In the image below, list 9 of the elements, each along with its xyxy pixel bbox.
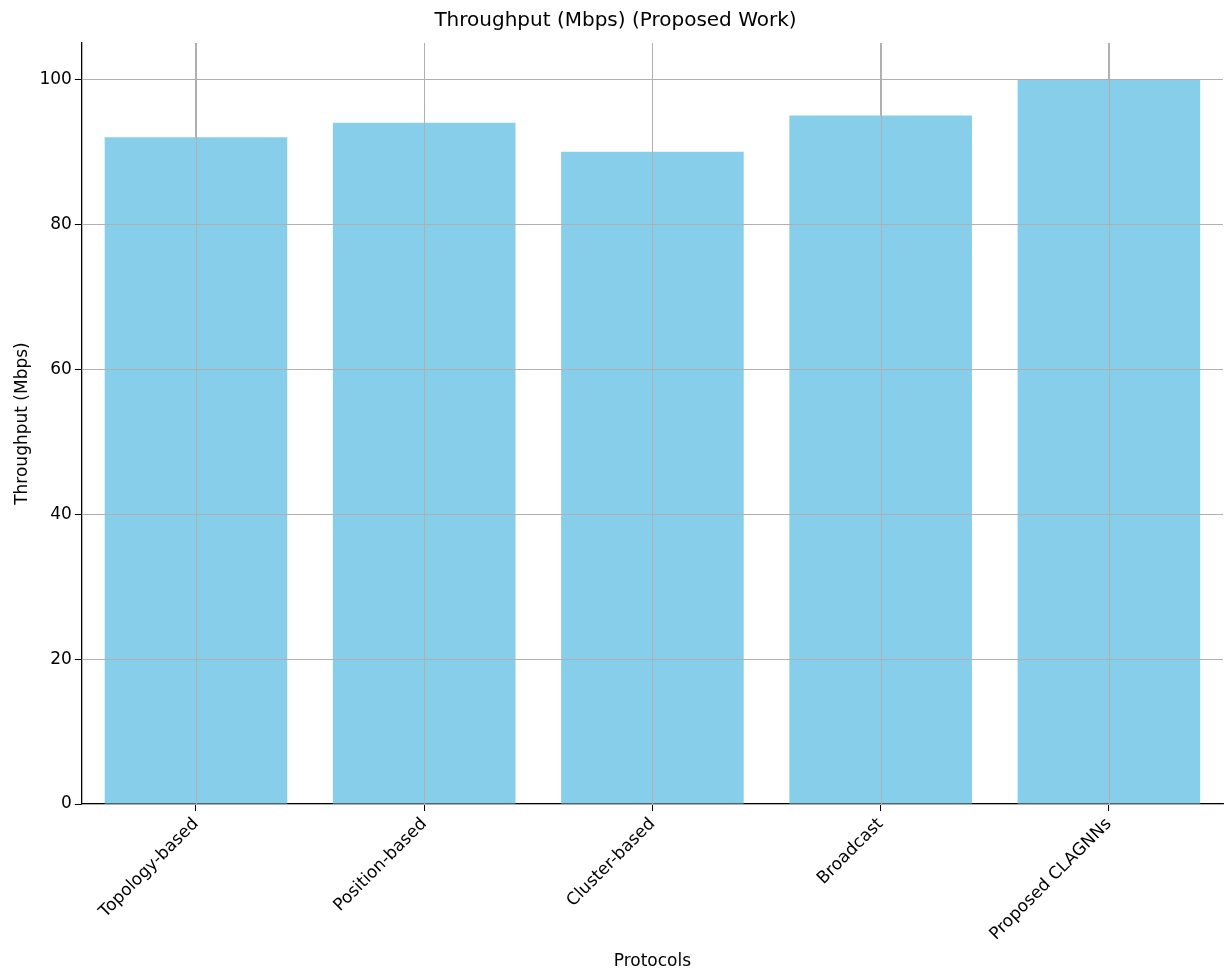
y-tick-label: 40: [50, 502, 72, 523]
y-tick-label: 100: [39, 67, 72, 88]
y-tick-label: 80: [50, 212, 72, 233]
y-tick-label: 0: [61, 792, 72, 813]
x-axis-title: Protocols: [613, 950, 692, 971]
y-tick-label: 60: [50, 357, 72, 378]
y-tick-label: 20: [50, 647, 72, 668]
y-axis-title: Throughput (Mbps): [10, 342, 31, 506]
chart-title: Throughput (Mbps) (Proposed Work): [433, 7, 797, 32]
